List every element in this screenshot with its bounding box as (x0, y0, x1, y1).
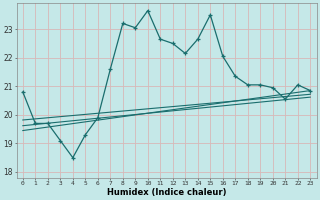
X-axis label: Humidex (Indice chaleur): Humidex (Indice chaleur) (107, 188, 226, 197)
